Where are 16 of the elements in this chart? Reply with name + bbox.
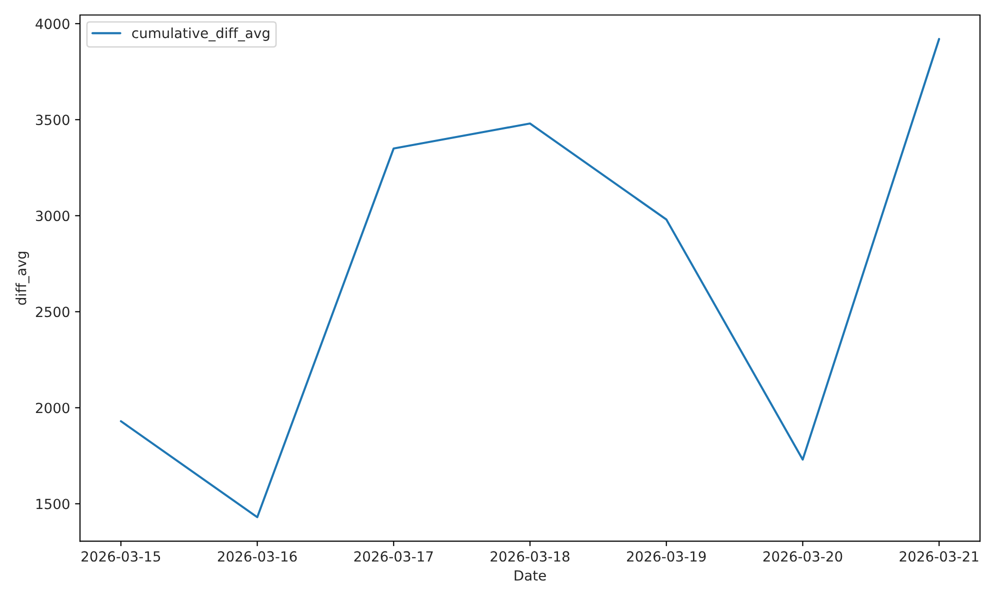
y-tick-label: 3000 bbox=[36, 210, 70, 222]
y-axis-title: diff_avg bbox=[16, 252, 30, 305]
y-tick-label: 1500 bbox=[36, 498, 70, 510]
x-tick-label: 2026-03-21 bbox=[900, 551, 978, 562]
x-tick-label: 2026-03-16 bbox=[218, 551, 297, 562]
y-tick-label: 4000 bbox=[36, 18, 70, 30]
legend-label: cumulative_diff_avg bbox=[132, 28, 270, 42]
x-tick-label: 2026-03-19 bbox=[627, 551, 706, 562]
x-tick-label: 2026-03-18 bbox=[490, 551, 570, 562]
y-tick-label: 2000 bbox=[36, 402, 70, 414]
y-tick-label: 2500 bbox=[36, 306, 70, 318]
x-tick-label: 2026-03-17 bbox=[354, 551, 433, 562]
x-tick-label: 2026-03-20 bbox=[763, 551, 842, 562]
x-axis-title: Date bbox=[514, 570, 546, 581]
x-tick-label: 2026-03-15 bbox=[82, 551, 160, 562]
y-tick-label: 3500 bbox=[36, 114, 70, 126]
